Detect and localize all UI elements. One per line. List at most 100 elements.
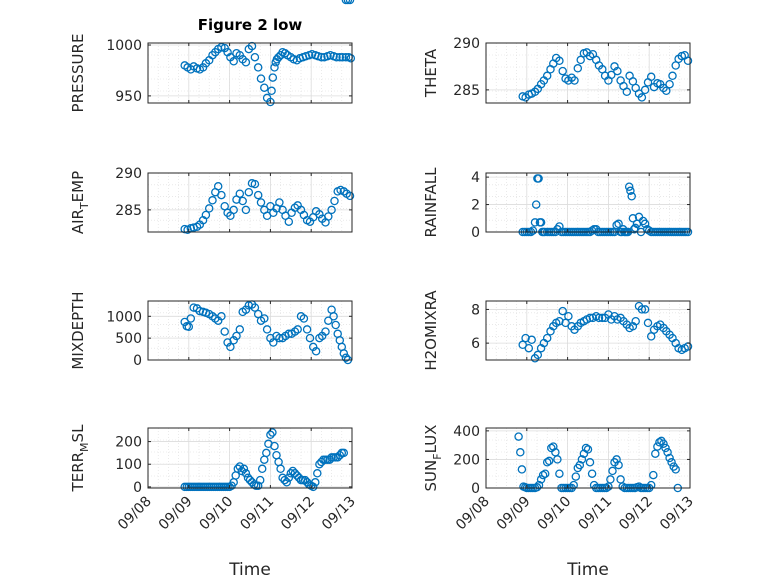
y-tick-label: 1000 xyxy=(106,309,142,325)
data-point xyxy=(311,347,321,356)
data-point xyxy=(186,314,196,323)
data-point xyxy=(628,214,638,223)
data-point xyxy=(315,210,324,219)
data-point xyxy=(299,314,309,323)
data-point xyxy=(232,331,241,341)
data-point xyxy=(253,190,263,200)
data-point xyxy=(667,458,676,467)
subplot-5: 0 500 1000 MIXDEPTH xyxy=(69,291,353,370)
figure-title: Figure 2 low xyxy=(198,16,303,34)
data-point xyxy=(208,196,217,205)
data-point xyxy=(270,63,279,72)
y-tick-label: 0 xyxy=(133,480,142,496)
data-point xyxy=(339,448,349,458)
y-axis-label: TERRMSL xyxy=(69,424,91,493)
data-point xyxy=(613,66,622,76)
y-tick-label: 285 xyxy=(115,203,142,219)
y-tick-label: 290 xyxy=(453,36,480,52)
y-tick-label: 0 xyxy=(471,481,480,497)
data-point xyxy=(239,464,249,474)
data-point xyxy=(311,478,320,487)
data-point xyxy=(241,305,251,314)
data-point xyxy=(659,83,668,93)
data-point xyxy=(270,441,279,451)
data-point xyxy=(217,312,226,321)
y-tick-label: 8 xyxy=(471,302,480,318)
data-point xyxy=(534,174,543,183)
data-point xyxy=(644,226,654,235)
data-point xyxy=(618,482,627,491)
data-point xyxy=(324,316,333,325)
data-point xyxy=(330,196,339,206)
data-point xyxy=(544,456,554,466)
plot-area xyxy=(486,173,690,232)
y-tick-label: 0 xyxy=(133,353,142,369)
data-point xyxy=(335,52,345,62)
data-point xyxy=(521,333,530,343)
data-point xyxy=(564,311,573,321)
data-point xyxy=(250,52,260,62)
data-point xyxy=(614,460,623,470)
axes-box xyxy=(485,300,691,361)
data-point xyxy=(284,473,294,483)
data-point xyxy=(260,83,269,92)
data-point xyxy=(308,482,318,492)
data-point xyxy=(542,458,552,467)
data-point xyxy=(536,218,546,227)
data-point xyxy=(262,325,272,334)
data-point xyxy=(253,481,263,490)
data-point xyxy=(649,470,658,480)
x-tick-label: 09/11 xyxy=(575,494,615,534)
data-point xyxy=(643,318,653,328)
y-tick-label: 400 xyxy=(453,424,480,440)
data-point xyxy=(327,205,336,215)
y-tick-label: 285 xyxy=(453,83,480,99)
subplot-3: 285 290 AIRTEMP xyxy=(69,166,355,234)
data-point xyxy=(280,48,290,58)
data-point xyxy=(317,52,326,62)
y-tick-label: 290 xyxy=(115,166,142,182)
data-point xyxy=(576,55,585,65)
data-point xyxy=(577,455,587,464)
data-point xyxy=(238,196,247,206)
data-point xyxy=(536,475,546,484)
data-point xyxy=(324,212,333,221)
data-point xyxy=(555,469,564,478)
y-tick-label: 6 xyxy=(471,336,480,352)
data-point xyxy=(282,478,291,487)
data-point xyxy=(567,73,576,82)
data-point xyxy=(631,316,640,326)
data-point xyxy=(646,480,656,490)
data-point xyxy=(235,189,245,198)
data-point xyxy=(569,480,578,490)
x-tick-label: 09/08 xyxy=(115,494,155,534)
data-point xyxy=(531,200,541,209)
x-tick-label: 09/10 xyxy=(197,494,237,534)
data-point xyxy=(608,466,617,476)
data-point xyxy=(237,466,247,476)
data-point xyxy=(571,472,581,481)
data-point xyxy=(255,475,265,485)
data-point xyxy=(683,56,693,66)
data-point xyxy=(253,63,263,72)
data-point xyxy=(661,443,670,453)
data-point xyxy=(213,182,223,191)
data-point xyxy=(527,335,536,345)
data-point xyxy=(655,438,664,447)
data-point xyxy=(624,182,634,191)
y-tick-label: 1000 xyxy=(106,38,142,54)
data-point xyxy=(665,79,674,89)
data-point xyxy=(268,73,278,82)
data-point xyxy=(268,428,277,437)
data-point xyxy=(345,191,355,201)
data-point xyxy=(293,325,302,334)
data-point xyxy=(217,190,226,200)
data-point xyxy=(622,87,632,97)
data-point xyxy=(555,56,564,66)
data-point xyxy=(260,314,269,323)
data-point xyxy=(671,465,680,474)
data-point xyxy=(220,327,229,336)
data-point xyxy=(663,448,672,457)
data-point xyxy=(226,342,235,352)
